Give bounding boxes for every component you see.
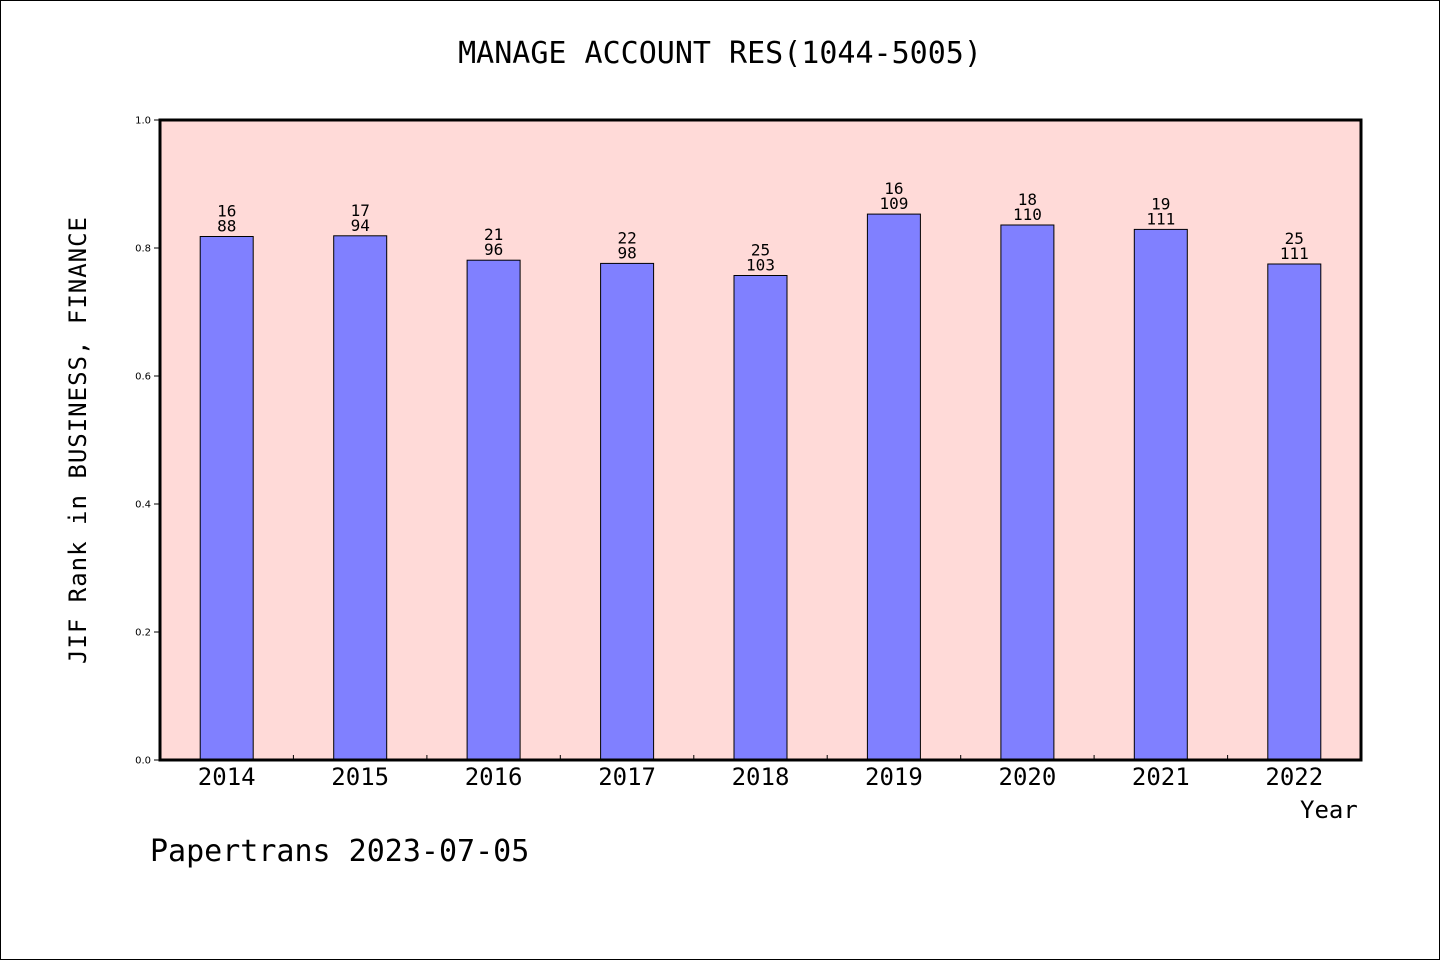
bar-2014 <box>199 236 254 761</box>
bar-label-bottom-2021: 111 <box>1146 209 1175 228</box>
y-tick-label-0.6: 0.6 <box>135 372 151 383</box>
x-tick-label-2018: 2018 <box>732 763 790 791</box>
bar-label-bottom-2020: 110 <box>1013 205 1042 224</box>
bar-label-top-2022: 25 <box>1285 229 1304 248</box>
x-tick-label-2019: 2019 <box>865 763 923 791</box>
y-tick-label-0.0: 0.0 <box>135 756 151 767</box>
bar-label-top-2020: 18 <box>1018 190 1037 209</box>
chart-title: MANAGE ACCOUNT RES(1044-5005) <box>458 36 982 71</box>
x-axis-label: Year <box>1300 796 1358 824</box>
bar-label-bottom-2019: 109 <box>879 194 908 213</box>
bar-2020 <box>1000 224 1055 761</box>
x-tick-label-2021: 2021 <box>1132 763 1190 791</box>
bar-label-bottom-2017: 98 <box>617 243 636 262</box>
footer-credit: Papertrans 2023-07-05 <box>150 834 530 869</box>
y-tick-label-0.8: 0.8 <box>135 244 151 255</box>
x-tick-label-2014: 2014 <box>198 763 256 791</box>
x-tick-label-2020: 2020 <box>999 763 1057 791</box>
bar-2017 <box>600 262 655 761</box>
bar-2022 <box>1267 263 1322 761</box>
bar-2019 <box>866 213 921 761</box>
axis-ticks: 2014 2015 2016 2017 2018 2019 2020 2021 2022 0.0 0… <box>135 116 1323 792</box>
bar-label-top-2019: 16 <box>884 179 903 198</box>
y-tick-label-0.2: 0.2 <box>135 628 151 639</box>
bar-label-bottom-2014: 88 <box>217 217 236 236</box>
plot-border <box>158 118 1363 762</box>
bar-label-top-2021: 19 <box>1151 194 1170 213</box>
x-tick-label-2015: 2015 <box>331 763 389 791</box>
y-tick-label-0.4: 0.4 <box>135 500 151 511</box>
y-tick-label-1.0: 1.0 <box>135 116 151 127</box>
bar-label-top-2014: 16 <box>217 202 236 221</box>
bar-label-bottom-2018: 103 <box>746 256 775 275</box>
bar-label-top-2018: 25 <box>751 241 770 260</box>
bar-label-bottom-2015: 94 <box>351 216 370 235</box>
y-axis-label: JIF Rank in BUSINESS, FINANCE <box>64 215 92 665</box>
bar-label-top-2015: 17 <box>351 201 370 220</box>
bar-label-top-2016: 21 <box>484 225 503 244</box>
bar-label-bottom-2022: 111 <box>1280 244 1309 263</box>
bar-label-top-2017: 22 <box>617 228 636 247</box>
bar-2016 <box>466 259 521 761</box>
bar-2021 <box>1133 228 1188 761</box>
bar-2015 <box>333 235 388 761</box>
x-tick-label-2016: 2016 <box>465 763 523 791</box>
x-tick-label-2022: 2022 <box>1265 763 1323 791</box>
bar-2018 <box>733 275 788 761</box>
bar-label-bottom-2016: 96 <box>484 240 503 259</box>
x-tick-label-2017: 2017 <box>598 763 656 791</box>
